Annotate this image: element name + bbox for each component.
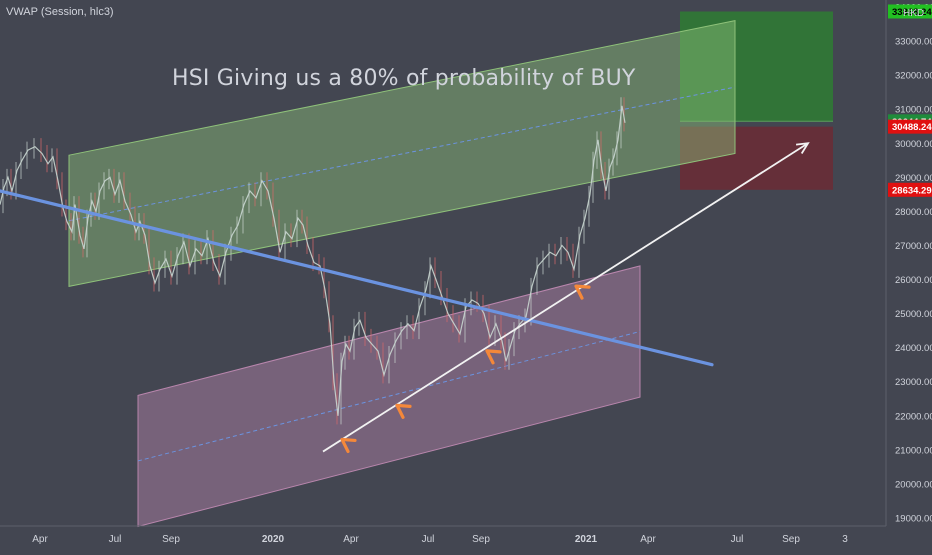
target-zone (680, 11, 833, 122)
price-tag (888, 182, 932, 197)
y-tick-label: 29000.00 (895, 173, 932, 184)
y-tick-label: 25000.00 (895, 309, 932, 320)
currency-label: HKD (903, 8, 925, 19)
x-tick-label: Jul (422, 534, 435, 545)
x-tick-label: Sep (162, 534, 180, 545)
stop-zone (680, 126, 833, 190)
indicator-label: VWAP (Session, hlc3) (6, 6, 114, 18)
y-tick-label: 26000.00 (895, 275, 932, 286)
y-tick-label: 24000.00 (895, 343, 932, 354)
y-tick-label: 32000.00 (895, 71, 932, 82)
lower-channel-midline (137, 331, 641, 462)
x-tick-label: Apr (640, 534, 656, 545)
bounce-marker (340, 437, 357, 454)
price-tag-label: 30488.24 (892, 122, 932, 133)
x-tick-label: Sep (472, 534, 490, 545)
y-tick-label: 28000.00 (895, 207, 932, 218)
price-series (0, 105, 626, 416)
projection-arrow (322, 142, 809, 453)
x-tick-label: 2021 (575, 534, 598, 545)
y-tick-label: 30000.00 (895, 139, 932, 150)
x-tick-label: Jul (109, 534, 122, 545)
price-tag (888, 119, 932, 134)
y-tick-label: 27000.00 (895, 241, 932, 252)
y-tick-label: 33000.00 (895, 37, 932, 48)
bounce-marker (395, 403, 412, 419)
y-tick-label: 31000.00 (895, 105, 932, 116)
chart-title: HSI Giving us a 80% of probability of BU… (172, 66, 636, 91)
y-tick-label: 20000.00 (895, 479, 932, 490)
x-tick-label: 2020 (262, 534, 285, 545)
price-tag-label: 28634.29 (892, 185, 932, 196)
downtrend-line (0, 189, 714, 367)
x-tick-label: Apr (343, 534, 359, 545)
x-tick-label: Sep (782, 534, 800, 545)
y-tick-label: 21000.00 (895, 445, 932, 456)
bounce-marker (485, 349, 502, 365)
x-tick-label: Apr (32, 534, 48, 545)
y-tick-label: 19000.00 (895, 514, 932, 525)
x-tick-label: 3 (842, 534, 848, 545)
arrow-head (795, 142, 810, 154)
price-tag (888, 4, 932, 19)
price-tag-label: 33868.24 (892, 7, 932, 18)
x-tick-label: Jul (731, 534, 744, 545)
y-tick-label: 23000.00 (895, 377, 932, 388)
upper-channel-midline (68, 86, 736, 222)
y-tick-label: 22000.00 (895, 411, 932, 422)
bounce-marker (574, 284, 591, 300)
